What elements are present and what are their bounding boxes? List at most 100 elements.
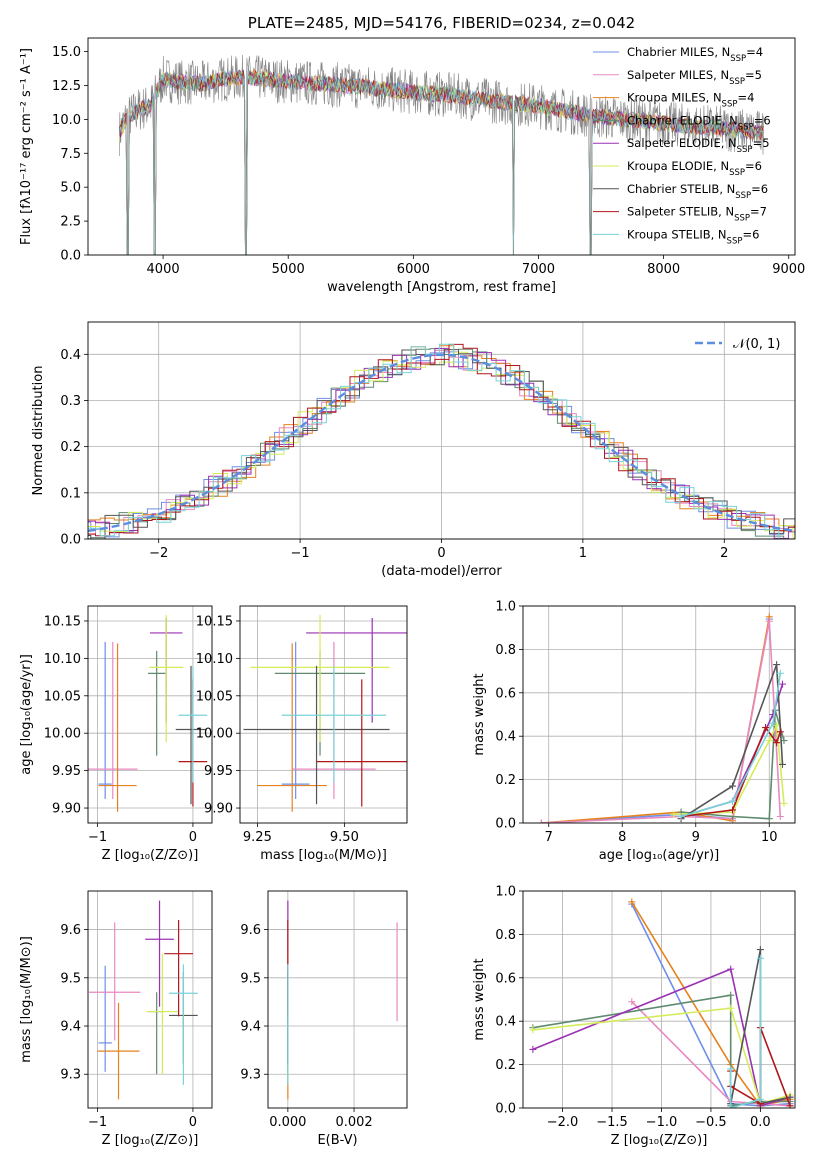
x-tick-label: −0.5 [695,1115,727,1130]
observed-spectrum [119,54,764,255]
data-point [786,1102,794,1108]
errorbar-kroupa-stelib [281,666,387,783]
data-point [727,1065,735,1073]
data-point [776,728,784,736]
x-tick-label: 9.25 [243,830,272,845]
errorbar-salpeter-stelib [316,679,407,807]
data-point [773,661,781,669]
data-point [769,719,777,727]
x-tick-label: −1 [88,1115,107,1130]
plot-area [118,54,764,255]
legend-entry: Kroupa STELIB, NSSP=6 [627,227,759,246]
series-line-chabrier-stelib [680,664,784,820]
data-point [765,815,773,823]
legend-entry: Kroupa ELODIE, NSSP=6 [627,159,762,178]
errorbar-salpeter-stelib [164,919,193,1017]
x-tick-label: −1.0 [646,1115,678,1130]
data-point [756,946,764,954]
legend-entry: Chabrier STELIB, NSSP=6 [627,182,768,201]
y-tick-label: 10.15 [196,614,233,629]
legend-label: Kroupa STELIB, N [627,227,727,241]
legend-subscript: SSP [730,54,746,64]
y-tick-label: 10.05 [196,689,233,704]
series-line-salpeter-elodie [680,683,784,818]
legend-tail: =6 [754,113,771,127]
legend-entry: Salpeter ELODIE, NSSP=5 [627,136,770,155]
mass-vs-metallicity-panel: −1 0 9.3 9.4 9.5 9.6 Z [log₁₀(Z/Z⊙)] mass [log₁… [19,890,213,1148]
legend-subscript: SSP [737,145,753,155]
series-line-kroupa-miles [541,616,771,823]
legend-label: Chabrier MILES, N [627,45,730,59]
series-line-kroupa-miles [631,901,791,1107]
histogram-salpeter-elodie [88,347,795,539]
axes-frame [87,605,213,824]
y-tick-label: 0.4 [495,730,516,745]
data-point [729,797,737,805]
plot-area [88,343,795,539]
y-tick-label: 10.15 [44,614,81,629]
data-point [765,737,773,745]
legend-tail: =7 [750,205,767,219]
histogram-chabrier-miles [88,351,795,538]
y-axis-label: Flux [fλ10⁻¹⁷ erg cm⁻² s⁻¹ A⁻¹] [19,48,34,245]
errorbar-kroupa-elodie [250,614,390,743]
errorbar-kroupa-stelib [169,964,198,1085]
x-tick-label: 0 [437,546,445,561]
x-tick-label: 0.002 [335,1115,372,1130]
y-axis-label: mass weight [472,673,487,755]
errorbar-kroupa-miles [257,643,327,812]
data-point [779,760,787,768]
y-tick-label: 0.0 [495,817,516,832]
legend-entry: Salpeter STELIB, NSSP=7 [627,205,767,224]
axes-frame [87,890,213,1109]
data-point [765,617,773,625]
axes-frame [87,37,796,256]
legend-entry: 𝒩(0, 1) [733,337,780,352]
errorbar-kroupa-elodie [149,614,184,743]
legend-entry: Salpeter MILES, NSSP=5 [627,68,762,87]
plot-area [537,613,788,823]
model-spectrum-kroupa-stelib [118,69,764,255]
y-tick-label: 10.00 [196,727,233,742]
legend-subscript: SSP [729,77,745,87]
x-tick-label: −2 [149,546,168,561]
x-tick-label: 6000 [397,262,430,277]
y-tick-label: 9.5 [60,971,81,986]
plot-area [529,898,794,1108]
data-point [779,680,787,688]
age-vs-metallicity-panel: −1 0 9.90 9.95 10.00 10.05 10.10 10.15 Z [log₁₀(… [19,605,213,863]
legend-label: Salpeter MILES, N [627,68,729,82]
legend-subscript: SSP [729,168,745,178]
series-line-kroupa-elodie [673,722,785,816]
x-tick-label: 0.0 [750,1115,771,1130]
x-tick-label: 0 [189,830,197,845]
y-tick-label: 10.10 [196,652,233,667]
legend-tail: =4 [746,45,763,59]
y-tick-label: 0.4 [495,1015,516,1030]
legend-label: Kroupa MILES, N [627,91,722,105]
data-point [628,898,636,906]
errorbar-chabrier-stelib [175,665,207,805]
series-line-kroupa-stelib [680,673,782,818]
data-point [756,1095,764,1103]
y-tick-label: 0.8 [495,643,516,658]
errorbar-kroupa-elodie [146,953,179,1075]
data-point [537,819,545,823]
series-line-salpeter-miles [541,621,782,823]
errorbar-chabrier-elodie [148,650,166,756]
y-tick-label: 0.2 [60,440,81,455]
x-tick-label: 4000 [147,262,180,277]
series-line-kroupa-stelib [729,958,762,1108]
y-tick-label: 0.1 [60,486,81,501]
data-point [776,669,784,677]
y-tick-label: 9.90 [204,802,233,817]
axes-frame [87,321,796,540]
y-axis-label: Normed distribution [31,366,46,496]
y-axis-label: age [log₁₀(age/yr)] [19,654,34,775]
y-tick-label: 9.6 [240,923,261,938]
legend-tail: =6 [745,159,762,173]
x-tick-label: 9000 [772,262,805,277]
legend-subscript: SSP [727,236,743,246]
data-point [727,991,735,999]
